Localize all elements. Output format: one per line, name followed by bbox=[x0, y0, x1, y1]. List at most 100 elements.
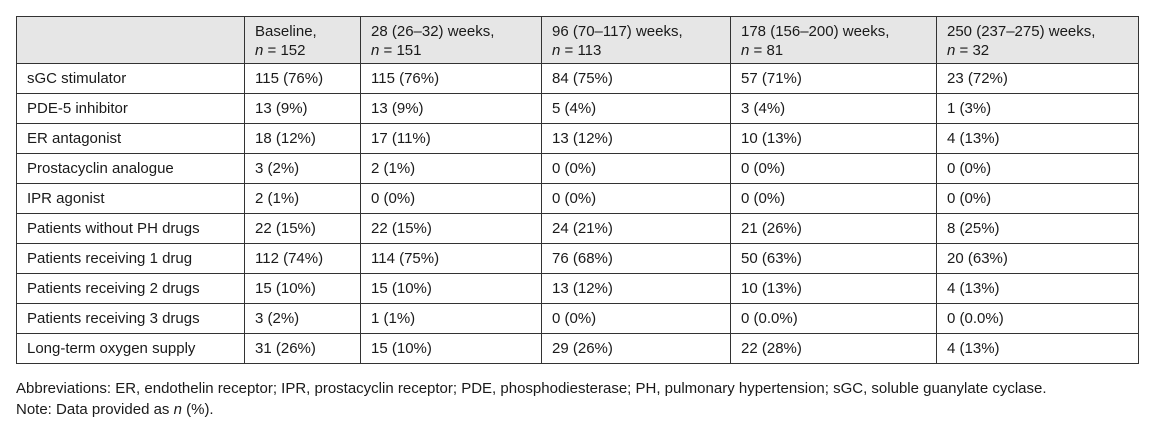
count-value: = 113 bbox=[560, 42, 602, 59]
data-table: Baseline, n = 152 28 (26–32) weeks, n = 151… bbox=[16, 16, 1139, 364]
table-cell: 18 (12%) bbox=[244, 123, 361, 154]
table-row: Patients receiving 1 drug 112 (74%) 114 (7… bbox=[16, 243, 1139, 274]
table-cell: 0 (0%) bbox=[730, 183, 937, 214]
table-cell: 22 (28%) bbox=[730, 333, 937, 364]
table-cell: 2 (1%) bbox=[244, 183, 361, 214]
count-value: = 151 bbox=[379, 42, 422, 59]
column-header-period: 178 (156–200) weeks, bbox=[741, 23, 890, 40]
table-body: sGC stimulator 115 (76%) 115 (76%) 84 (75%)… bbox=[16, 63, 1139, 364]
column-header: Baseline, n = 152 bbox=[244, 16, 361, 64]
table-row: ER antagonist 18 (12%) 17 (11%) 13 (12%) 10 … bbox=[16, 123, 1139, 154]
table-cell: 10 (13%) bbox=[730, 123, 937, 154]
table-cell: 0 (0%) bbox=[541, 303, 731, 334]
column-header: 250 (237–275) weeks, n = 32 bbox=[936, 16, 1139, 64]
count-symbol: n bbox=[371, 42, 380, 59]
row-label: Prostacyclin analogue bbox=[16, 153, 245, 184]
table-cell: 22 (15%) bbox=[244, 213, 361, 244]
table-cell: 5 (4%) bbox=[541, 93, 731, 124]
data-format-note: Note: Data provided as n (%). bbox=[16, 399, 1138, 420]
count-symbol: n bbox=[947, 42, 956, 59]
abbreviations-note: Abbreviations: ER, endothelin receptor; … bbox=[16, 380, 1047, 397]
table-cell: 115 (76%) bbox=[360, 63, 542, 94]
column-header: 178 (156–200) weeks, n = 81 bbox=[730, 16, 937, 64]
table-cell: 0 (0.0%) bbox=[936, 303, 1139, 334]
column-header-count: n = 113 bbox=[552, 41, 720, 60]
table-cell: 15 (10%) bbox=[360, 333, 542, 364]
table-cell: 3 (4%) bbox=[730, 93, 937, 124]
table-row: Patients without PH drugs 22 (15%) 22 (15%… bbox=[16, 213, 1139, 244]
table-row: Patients receiving 3 drugs 3 (2%) 1 (1%) 0 … bbox=[16, 303, 1139, 334]
header-cell-empty bbox=[16, 16, 245, 64]
column-header-count: n = 32 bbox=[947, 41, 1128, 60]
table-cell: 0 (0.0%) bbox=[730, 303, 937, 334]
table-row: Prostacyclin analogue 3 (2%) 2 (1%) 0 (0%) 0… bbox=[16, 153, 1139, 184]
table-notes: Abbreviations: ER, endothelin receptor; … bbox=[16, 378, 1138, 420]
column-header-period: 250 (237–275) weeks, bbox=[947, 23, 1096, 40]
table-cell: 8 (25%) bbox=[936, 213, 1139, 244]
table-row: PDE-5 inhibitor 13 (9%) 13 (9%) 5 (4%) 3 (4%… bbox=[16, 93, 1139, 124]
table-cell: 4 (13%) bbox=[936, 333, 1139, 364]
header-row: Baseline, n = 152 28 (26–32) weeks, n = 151… bbox=[16, 16, 1139, 64]
table-cell: 76 (68%) bbox=[541, 243, 731, 274]
column-header: 28 (26–32) weeks, n = 151 bbox=[360, 16, 542, 64]
row-label: Patients receiving 2 drugs bbox=[16, 273, 245, 304]
table-cell: 0 (0%) bbox=[360, 183, 542, 214]
column-header: 96 (70–117) weeks, n = 113 bbox=[541, 16, 731, 64]
row-label: ER antagonist bbox=[16, 123, 245, 154]
table-cell: 13 (12%) bbox=[541, 273, 731, 304]
count-value: = 152 bbox=[263, 42, 306, 59]
table-row: IPR agonist 2 (1%) 0 (0%) 0 (0%) 0 (0%) 0 (0%… bbox=[16, 183, 1139, 214]
table-cell: 4 (13%) bbox=[936, 123, 1139, 154]
table-header: Baseline, n = 152 28 (26–32) weeks, n = 151… bbox=[16, 16, 1139, 64]
table-cell: 15 (10%) bbox=[360, 273, 542, 304]
table-cell: 57 (71%) bbox=[730, 63, 937, 94]
table-cell: 3 (2%) bbox=[244, 153, 361, 184]
table-cell: 0 (0%) bbox=[936, 153, 1139, 184]
table-figure: Baseline, n = 152 28 (26–32) weeks, n = 151… bbox=[16, 16, 1139, 420]
note-prefix: Note: Data provided as bbox=[16, 401, 174, 418]
table-cell: 1 (1%) bbox=[360, 303, 542, 334]
table-cell: 3 (2%) bbox=[244, 303, 361, 334]
row-label: IPR agonist bbox=[16, 183, 245, 214]
table-cell: 0 (0%) bbox=[936, 183, 1139, 214]
count-symbol: n bbox=[255, 42, 264, 59]
table-cell: 29 (26%) bbox=[541, 333, 731, 364]
count-value: = 32 bbox=[955, 42, 990, 59]
table-cell: 112 (74%) bbox=[244, 243, 361, 274]
table-cell: 10 (13%) bbox=[730, 273, 937, 304]
table-cell: 13 (12%) bbox=[541, 123, 731, 154]
row-label: Patients without PH drugs bbox=[16, 213, 245, 244]
row-label: Long-term oxygen supply bbox=[16, 333, 245, 364]
table-cell: 84 (75%) bbox=[541, 63, 731, 94]
table-cell: 17 (11%) bbox=[360, 123, 542, 154]
column-header-count: n = 81 bbox=[741, 41, 926, 60]
table-cell: 4 (13%) bbox=[936, 273, 1139, 304]
row-label: PDE-5 inhibitor bbox=[16, 93, 245, 124]
row-label: sGC stimulator bbox=[16, 63, 245, 94]
column-header-count: n = 152 bbox=[255, 41, 350, 60]
column-header-period: 96 (70–117) weeks, bbox=[552, 23, 683, 40]
table-cell: 21 (26%) bbox=[730, 213, 937, 244]
table-row: Long-term oxygen supply 31 (26%) 15 (10%) 2… bbox=[16, 333, 1139, 364]
table-cell: 13 (9%) bbox=[244, 93, 361, 124]
column-header-period: Baseline, bbox=[255, 23, 317, 40]
count-symbol: n bbox=[741, 42, 750, 59]
table-cell: 22 (15%) bbox=[360, 213, 542, 244]
count-value: = 81 bbox=[749, 42, 784, 59]
table-cell: 15 (10%) bbox=[244, 273, 361, 304]
table-cell: 31 (26%) bbox=[244, 333, 361, 364]
column-header-count: n = 151 bbox=[371, 41, 531, 60]
table-row: sGC stimulator 115 (76%) 115 (76%) 84 (75%)… bbox=[16, 63, 1139, 94]
note-suffix: (%). bbox=[181, 401, 214, 418]
table-cell: 0 (0%) bbox=[541, 153, 731, 184]
table-row: Patients receiving 2 drugs 15 (10%) 15 (10… bbox=[16, 273, 1139, 304]
table-cell: 23 (72%) bbox=[936, 63, 1139, 94]
note-italic: n bbox=[173, 401, 182, 418]
table-cell: 114 (75%) bbox=[360, 243, 542, 274]
table-cell: 20 (63%) bbox=[936, 243, 1139, 274]
table-cell: 13 (9%) bbox=[360, 93, 542, 124]
table-cell: 50 (63%) bbox=[730, 243, 937, 274]
count-symbol: n bbox=[552, 42, 561, 59]
column-header-period: 28 (26–32) weeks, bbox=[371, 23, 495, 40]
table-cell: 0 (0%) bbox=[541, 183, 731, 214]
